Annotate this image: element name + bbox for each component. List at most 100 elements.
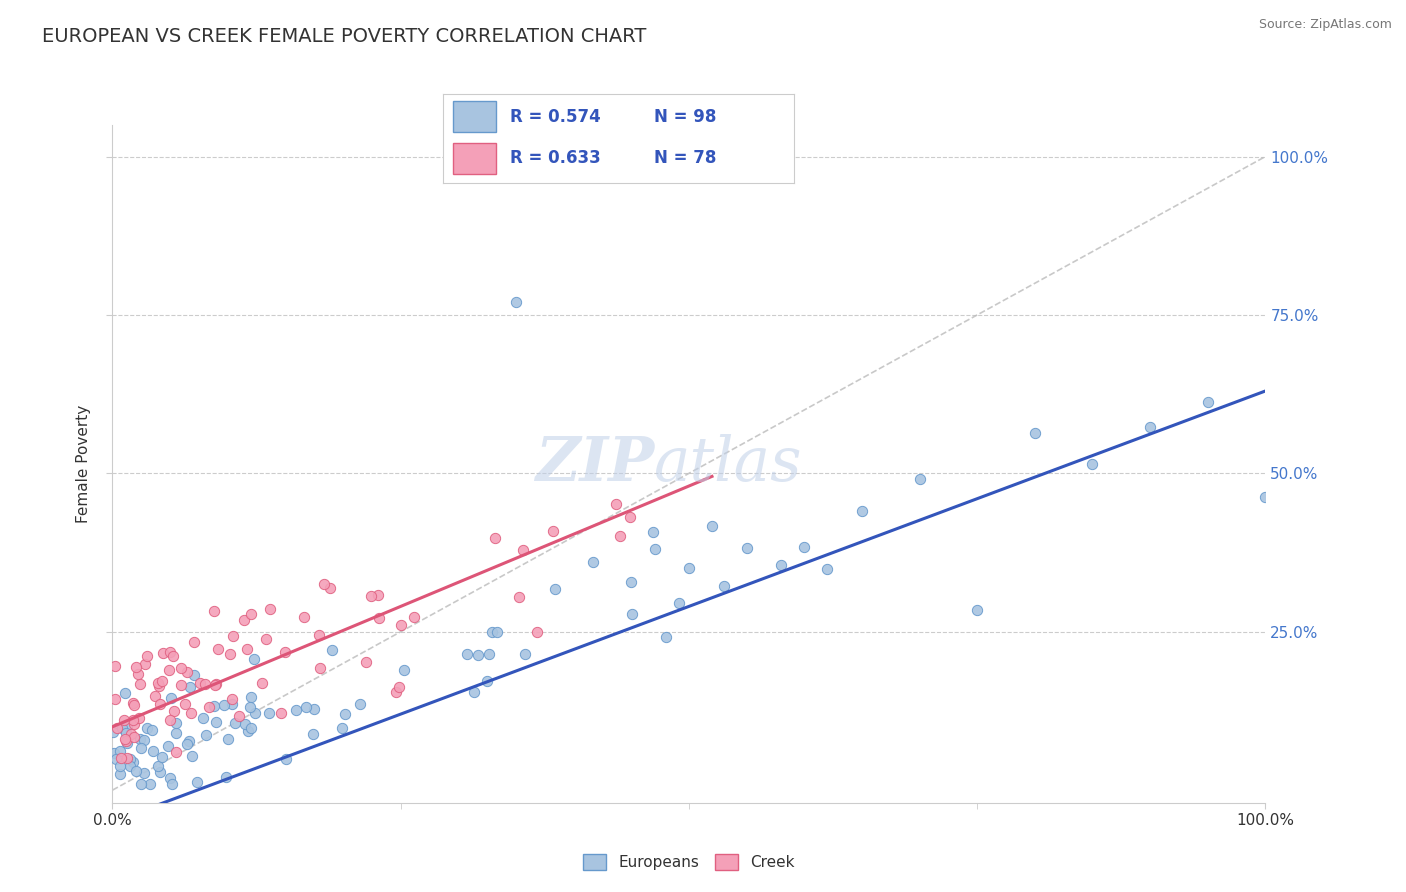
Point [215,770,238,784]
Point [124,660,146,674]
Point [204,678,226,692]
Point [174,698,197,712]
Point [202,698,225,713]
Point [508,591,530,605]
Point [308,628,330,642]
Point [121,696,143,710]
Point [125,764,148,778]
Point [354,655,377,669]
Point [713,579,735,593]
Point [141,723,163,737]
Point [122,698,145,713]
Point [582,555,605,569]
Point [222,629,245,643]
Point [505,295,527,310]
Point [384,685,406,699]
Point [655,630,678,644]
Point [108,744,131,758]
Point [1197,395,1219,409]
Point [159,713,181,727]
Point [157,739,180,753]
Point [124,716,146,731]
Legend: Europeans, Creek: Europeans, Creek [578,848,800,877]
Point [114,685,136,699]
Point [148,759,170,773]
Point [544,582,567,596]
Point [1139,420,1161,434]
Point [467,648,489,662]
Point [254,632,277,646]
Point [233,716,256,731]
Point [515,647,537,661]
Point [103,746,125,760]
Point [243,706,266,720]
Point [179,680,201,694]
Point [232,613,254,627]
Text: N = 98: N = 98 [654,108,716,126]
Point [166,715,188,730]
Point [160,777,183,791]
Point [619,509,641,524]
Point [117,719,139,733]
Point [242,651,264,665]
Point [114,732,136,747]
Point [456,647,478,661]
Point [197,699,219,714]
Point [221,698,243,712]
Point [463,685,485,699]
Point [815,562,838,576]
Point [148,679,170,693]
Point [218,647,240,661]
Point [620,575,643,590]
Point [319,581,342,595]
Point [793,540,815,554]
Point [349,697,371,711]
Point [644,541,666,556]
Point [115,735,138,749]
Point [478,647,501,661]
Point [122,730,145,744]
Point [177,733,200,747]
Point [851,504,873,518]
Point [105,721,128,735]
Point [134,657,156,672]
Point [132,733,155,747]
Point [194,728,217,742]
Point [142,744,165,758]
Point [105,752,128,766]
Point [139,777,162,791]
Point [700,519,723,533]
Point [284,703,307,717]
FancyBboxPatch shape [453,143,495,174]
Point [641,525,664,540]
Point [388,680,411,694]
Point [188,675,211,690]
Point [678,561,700,575]
Point [204,677,226,691]
Point [180,706,202,720]
Point [183,668,205,682]
Point [259,706,281,720]
Point [259,602,281,616]
Point [136,721,159,735]
Point [212,698,235,712]
Point [1081,458,1104,472]
Point [122,755,145,769]
Point [367,588,389,602]
Point [129,740,152,755]
Point [481,624,503,639]
Point [104,692,127,706]
Point [221,691,243,706]
Point [239,690,262,705]
Point [512,543,534,558]
Point [224,716,246,731]
Point [122,713,145,727]
Point [668,595,690,609]
Point [526,624,548,639]
Point [183,635,205,649]
Point [152,646,174,660]
Point [335,707,357,722]
Point [207,642,229,657]
Point [191,711,214,725]
Point [165,745,187,759]
